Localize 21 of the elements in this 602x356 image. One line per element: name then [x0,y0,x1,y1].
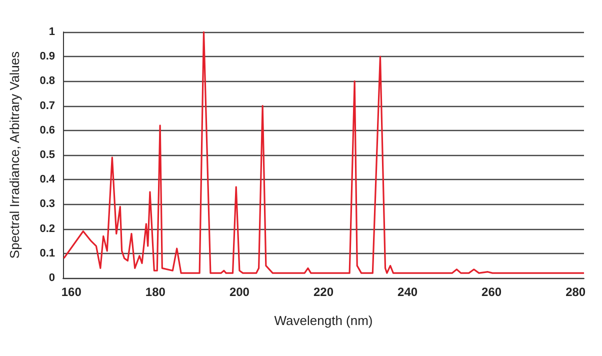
y-tick-label: 0.9 [40,50,55,63]
y-tick-label: 0.7 [40,100,55,112]
x-tick-label: 220 [313,285,334,299]
x-tick-label: 280 [566,285,586,299]
y-tick-label: 0.8 [40,75,55,88]
line-series [63,31,585,274]
y-axis-title: Spectral Irradiance, Arbitrary Values [7,50,22,259]
y-tick-label: 0.2 [40,222,55,235]
y-tick-label: 0.3 [40,198,55,210]
y-tick-label: 0.4 [40,174,56,186]
x-tick-label: 200 [229,285,250,299]
y-tick-label: 0.6 [40,124,55,136]
x-tick-label: 260 [482,285,502,299]
y-tick-label: 1 [48,26,55,38]
y-tick-label: 0.5 [40,149,55,161]
x-tick-label: 240 [398,285,418,299]
y-tick-label: 0 [48,272,55,284]
x-tick-label: 160 [61,285,82,299]
x-axis-title: Wavelength (nm) [274,313,373,328]
x-tick-label: 180 [145,285,166,299]
y-tick-label: 0.1 [40,247,55,260]
